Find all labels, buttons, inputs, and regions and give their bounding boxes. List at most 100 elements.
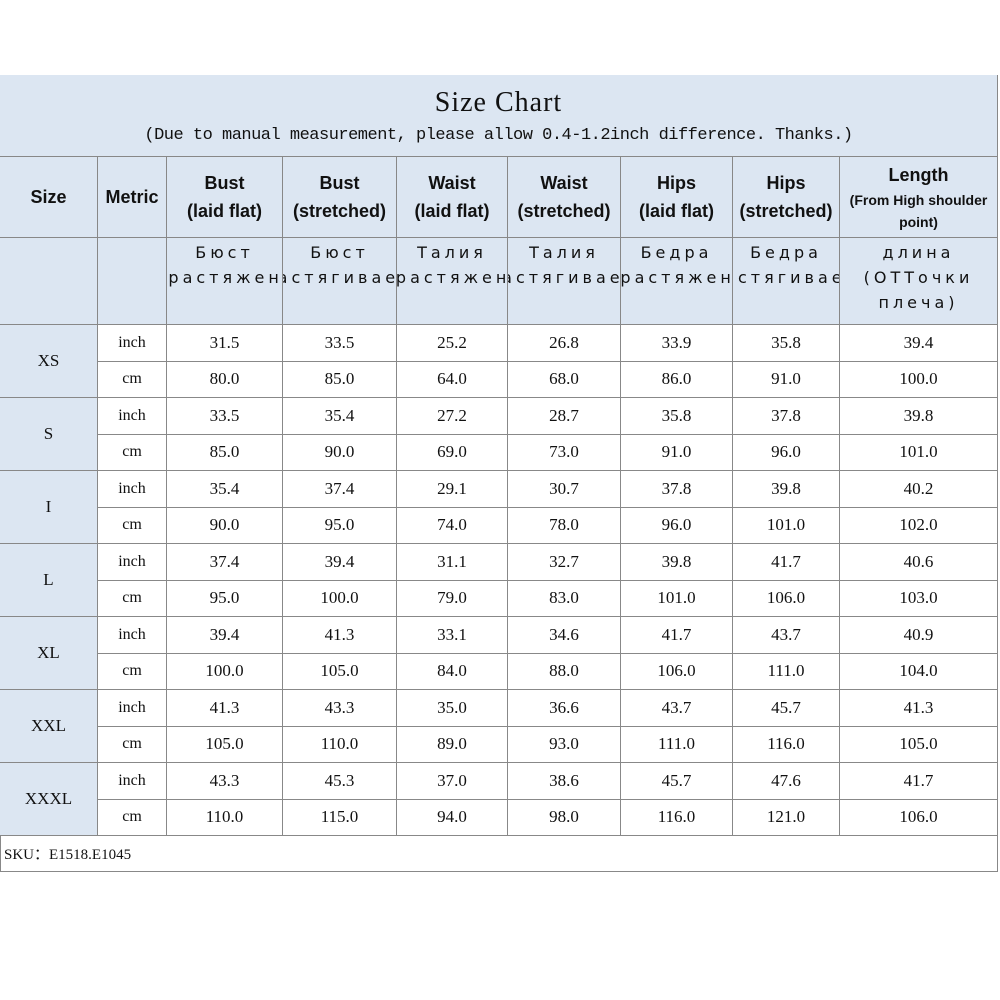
empty-cell [0, 238, 98, 325]
value: 101.0 [657, 588, 696, 608]
header-title: Waist [428, 173, 476, 193]
value-cell: 110.0 [167, 799, 283, 836]
column-header: Size [0, 157, 98, 238]
russian-label: Бюст (Растягиваетс [283, 243, 397, 287]
value: 106.0 [657, 661, 696, 681]
value: 41.7 [903, 770, 934, 790]
value-cell: 35.8 [733, 325, 840, 362]
value: 110.0 [320, 734, 359, 754]
russian-label: длина (ОТТочки плеча) [863, 243, 974, 312]
value-cell: 105.0 [283, 653, 397, 690]
value: 91.0 [771, 369, 801, 389]
value: 90.0 [209, 515, 240, 535]
value-cell: 37.0 [397, 763, 508, 800]
value: 29.1 [437, 478, 467, 498]
value: 116.0 [657, 807, 696, 827]
size-label: I [45, 497, 52, 516]
value: 39.8 [903, 405, 934, 425]
value-cell: 35.0 [397, 690, 508, 727]
header-sub: (laid flat) [414, 201, 490, 221]
value: 73.0 [549, 442, 579, 462]
value-cell: 39.8 [733, 471, 840, 508]
value-cell: 69.0 [397, 434, 508, 471]
value: 41.7 [771, 551, 801, 571]
value: 98.0 [549, 807, 579, 827]
value: 37.8 [771, 405, 801, 425]
metric-label: inch [118, 698, 146, 716]
value-cell: 28.7 [508, 398, 621, 435]
header-title: Hips [656, 173, 696, 193]
value-cell: 64.0 [397, 361, 508, 398]
value-cell: 106.0 [840, 799, 998, 836]
value: 38.6 [549, 770, 579, 790]
value: 35.8 [771, 332, 801, 352]
value-cell: 91.0 [621, 434, 733, 471]
metric-cell: inch [98, 325, 167, 362]
value-cell: 43.7 [621, 690, 733, 727]
value-cell: 32.7 [508, 544, 621, 581]
value: 33.9 [661, 332, 692, 352]
value: 47.6 [771, 770, 801, 790]
size-cell: XS [0, 325, 98, 398]
size-cell: XL [0, 617, 98, 690]
size-label: S [43, 424, 54, 443]
metric-label: cm [122, 735, 142, 753]
metric-label: cm [122, 443, 142, 461]
value-cell: 29.1 [397, 471, 508, 508]
value: 69.0 [437, 442, 467, 462]
value: 35.0 [437, 697, 467, 717]
column-header: Bust (laid flat) [167, 157, 283, 238]
value-cell: 45.7 [621, 763, 733, 800]
value: 80.0 [209, 369, 240, 389]
value-cell: 35.8 [621, 398, 733, 435]
value-cell: 95.0 [283, 507, 397, 544]
value-cell: 116.0 [733, 726, 840, 763]
value-cell: 43.3 [283, 690, 397, 727]
value-cell: 106.0 [621, 653, 733, 690]
metric-label: cm [122, 662, 142, 680]
value: 89.0 [437, 734, 467, 754]
column-header: Bust (stretched) [283, 157, 397, 238]
metric-label: cm [122, 808, 142, 826]
value-cell: 38.6 [508, 763, 621, 800]
value: 95.0 [209, 588, 240, 608]
value-cell: 40.9 [840, 617, 998, 654]
value: 41.3 [903, 697, 934, 717]
header-title: Size [30, 187, 67, 207]
metric-label: inch [118, 625, 146, 643]
value-cell: 101.0 [840, 434, 998, 471]
russian-header: Талия (Растягиваетс [508, 238, 621, 325]
value: 111.0 [658, 734, 695, 754]
value: 96.0 [771, 442, 801, 462]
metric-label: inch [118, 552, 146, 570]
value-cell: 101.0 [621, 580, 733, 617]
value-cell: 90.0 [167, 507, 283, 544]
metric-label: cm [122, 516, 142, 534]
value: 43.3 [209, 770, 240, 790]
value: 28.7 [549, 405, 579, 425]
value: 30.7 [549, 478, 579, 498]
value: 116.0 [767, 734, 805, 754]
value: 91.0 [661, 442, 692, 462]
value: 93.0 [549, 734, 579, 754]
value-cell: 96.0 [733, 434, 840, 471]
metric-cell: inch [98, 398, 167, 435]
value: 121.0 [766, 807, 806, 827]
value-cell: 36.6 [508, 690, 621, 727]
size-cell: L [0, 544, 98, 617]
value-cell: 43.7 [733, 617, 840, 654]
value-cell: 40.6 [840, 544, 998, 581]
header-sub: (laid flat) [187, 201, 262, 221]
header-sub: (From High shoulder point) [849, 192, 988, 230]
value-cell: 40.2 [840, 471, 998, 508]
russian-label: Бедра (Дорастяжения) [621, 243, 732, 287]
value-cell: 41.7 [621, 617, 733, 654]
value: 37.4 [209, 551, 240, 571]
header-title: Hips [766, 173, 806, 193]
column-header: Length (From High shoulder point) [840, 157, 998, 238]
value: 94.0 [437, 807, 467, 827]
value: 103.0 [899, 588, 938, 608]
metric-label: inch [118, 771, 146, 789]
value-cell: 86.0 [621, 361, 733, 398]
header-title: Bust [204, 173, 245, 193]
